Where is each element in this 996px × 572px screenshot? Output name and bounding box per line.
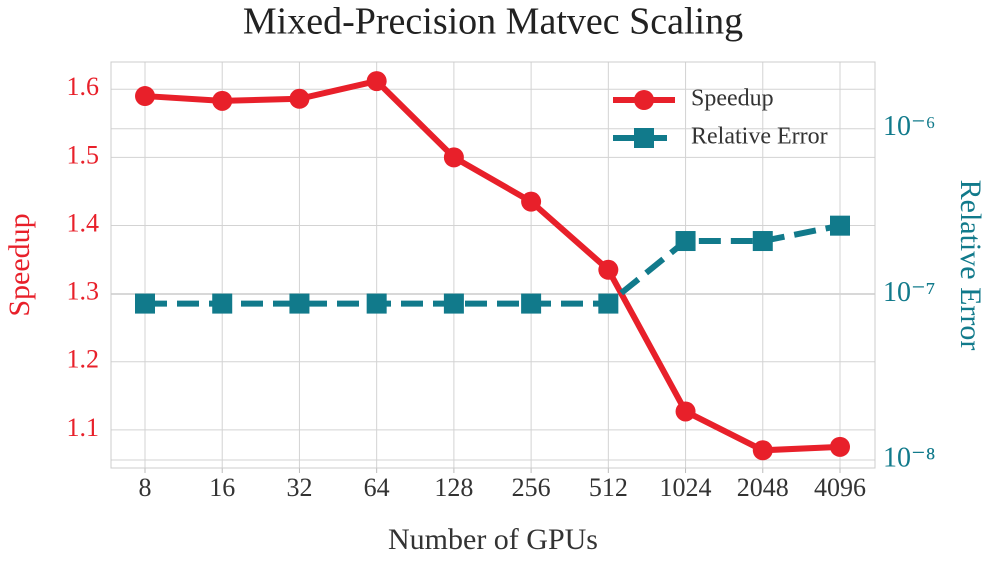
x-axis-label: Number of GPUs (388, 523, 598, 556)
x-tick-label: 512 (589, 473, 628, 502)
legend-marker (634, 90, 654, 110)
marker (675, 401, 696, 422)
legend-marker (634, 128, 654, 148)
marker (135, 86, 155, 107)
marker (752, 440, 773, 461)
x-tick-label: 64 (364, 473, 390, 502)
marker (135, 293, 155, 314)
y-tick-label: 1.3 (67, 277, 100, 306)
marker (521, 191, 542, 212)
marker (752, 231, 773, 252)
marker (366, 293, 387, 314)
chart-title: Mixed-Precision Matvec Scaling (243, 1, 743, 43)
x-tick-label: 4096 (814, 473, 866, 502)
x-tick-label: 32 (286, 473, 312, 502)
x-tick-label: 128 (434, 473, 473, 502)
y-axis-label: Speedup (3, 213, 36, 316)
x-tick-label: 16 (209, 473, 235, 502)
series-line (145, 222, 841, 307)
x-tick-label: 8 (139, 473, 152, 502)
series-line (144, 77, 841, 454)
marker (598, 293, 619, 314)
y-tick-label: 1.4 (67, 208, 100, 237)
x-tick-label: 2048 (737, 473, 789, 502)
x-tick-label: 256 (512, 473, 551, 502)
legend-label: Relative Error (691, 124, 828, 150)
marker (212, 293, 233, 314)
y-tick-label: 1.1 (67, 413, 100, 442)
legend-label: Speedup (691, 86, 774, 112)
y2-tick-label: 10⁻⁶ (883, 111, 936, 142)
y-tick-label: 1.5 (67, 140, 100, 169)
marker (212, 90, 233, 111)
y2-axis-label: Relative Error (954, 180, 987, 351)
y-tick-label: 1.2 (67, 345, 100, 374)
x-tick-label: 1024 (660, 473, 712, 502)
marker (366, 71, 387, 92)
marker (289, 88, 310, 109)
marker (289, 293, 310, 314)
marker (675, 231, 696, 252)
marker (443, 147, 464, 168)
marker (443, 293, 464, 314)
marker (598, 259, 619, 280)
marker (521, 293, 542, 314)
y2-tick-label: 10⁻⁸ (883, 442, 936, 473)
marker (830, 215, 850, 236)
marker (830, 436, 850, 457)
y-tick-label: 1.6 (67, 72, 100, 101)
plot-frame (110, 61, 876, 469)
y2-tick-label: 10⁻⁷ (883, 277, 936, 308)
